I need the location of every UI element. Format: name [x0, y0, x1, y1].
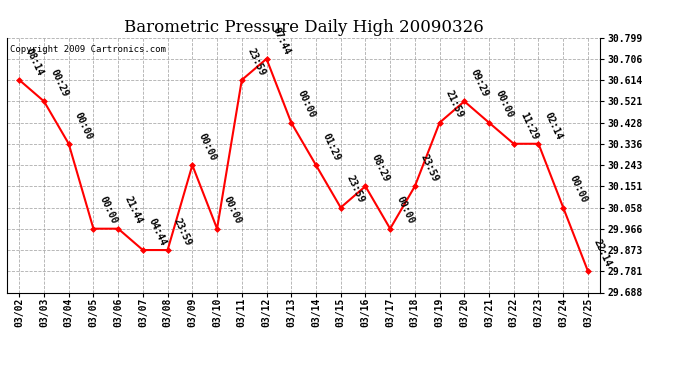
Text: 00:00: 00:00: [567, 174, 589, 205]
Text: Copyright 2009 Cartronics.com: Copyright 2009 Cartronics.com: [10, 45, 166, 54]
Text: 00:00: 00:00: [295, 89, 317, 120]
Text: 21:59: 21:59: [444, 89, 465, 120]
Text: 01:29: 01:29: [320, 132, 342, 162]
Text: 11:29: 11:29: [518, 110, 540, 141]
Text: 00:00: 00:00: [394, 195, 416, 226]
Text: 23:59: 23:59: [172, 216, 193, 247]
Text: 22:14: 22:14: [592, 237, 613, 268]
Text: 08:29: 08:29: [370, 153, 391, 183]
Text: 02:14: 02:14: [542, 110, 564, 141]
Text: 07:44: 07:44: [270, 25, 292, 56]
Title: Barometric Pressure Daily High 20090326: Barometric Pressure Daily High 20090326: [124, 19, 484, 36]
Text: 00:00: 00:00: [493, 89, 515, 120]
Text: 09:29: 09:29: [469, 68, 490, 99]
Text: 00:00: 00:00: [221, 195, 243, 226]
Text: 23:59: 23:59: [345, 174, 366, 205]
Text: 04:44: 04:44: [147, 216, 168, 247]
Text: 23:59: 23:59: [246, 46, 268, 77]
Text: 00:00: 00:00: [73, 110, 95, 141]
Text: 00:00: 00:00: [97, 195, 119, 226]
Text: 23:59: 23:59: [419, 153, 440, 183]
Text: 00:00: 00:00: [197, 132, 218, 162]
Text: 00:29: 00:29: [48, 68, 70, 99]
Text: 08:14: 08:14: [23, 46, 45, 77]
Text: 21:44: 21:44: [122, 195, 144, 226]
